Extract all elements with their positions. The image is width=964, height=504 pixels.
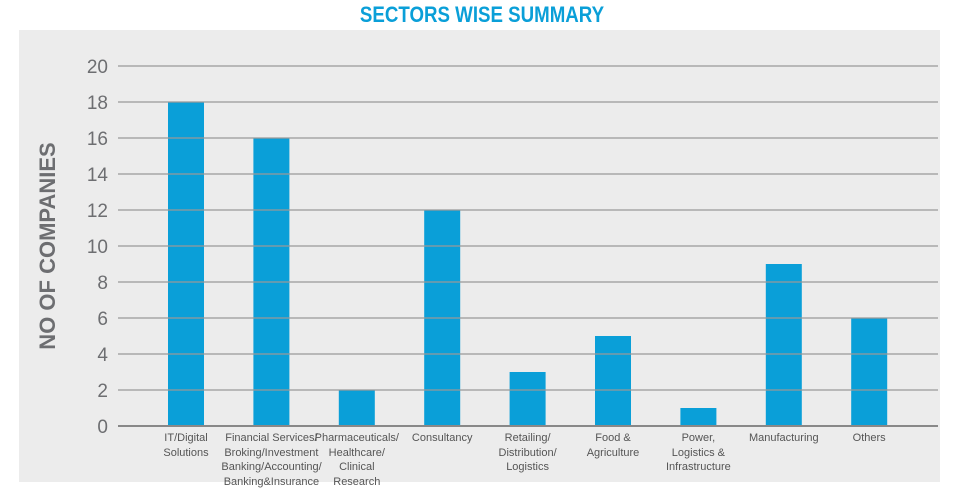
x-tick-label: Power, Logistics & Infrastructure (665, 432, 731, 473)
x-tick-label: Retailing/ Distribution/ Logistics (498, 432, 557, 473)
x-tick-label: Pharmaceuticals/ Healthcare/ Clinical Re… (314, 432, 399, 488)
bar (595, 336, 631, 426)
bar (851, 318, 888, 426)
x-tick-label: Others (852, 432, 886, 444)
y-tick-label: 6 (97, 309, 108, 330)
y-tick-label: 14 (87, 165, 109, 186)
y-tick-label: 2 (97, 381, 108, 402)
y-tick-label: 4 (97, 345, 108, 366)
chart-title: SECTORS WISE SUMMARY (359, 2, 605, 27)
x-tick-label: Financial Services/ Broking/Investment B… (221, 432, 322, 488)
bar (338, 390, 375, 426)
x-tick-label: Food & Agriculture (586, 432, 640, 459)
bar (765, 264, 802, 426)
y-tick-label: 16 (87, 129, 108, 150)
y-tick-label: 10 (87, 237, 108, 258)
x-tick-label: IT/Digital Solutions (163, 432, 209, 459)
bar (509, 372, 546, 426)
y-tick-label: 8 (97, 273, 108, 294)
bar (680, 408, 717, 426)
y-tick-label: 20 (87, 57, 108, 78)
y-tick-label: 0 (97, 417, 108, 438)
bar (168, 102, 204, 426)
y-tick-label: 18 (87, 93, 108, 114)
x-tick-label: Manufacturing (748, 432, 819, 444)
x-tick-label: Consultancy (411, 432, 473, 444)
y-tick-label: 12 (87, 201, 108, 222)
